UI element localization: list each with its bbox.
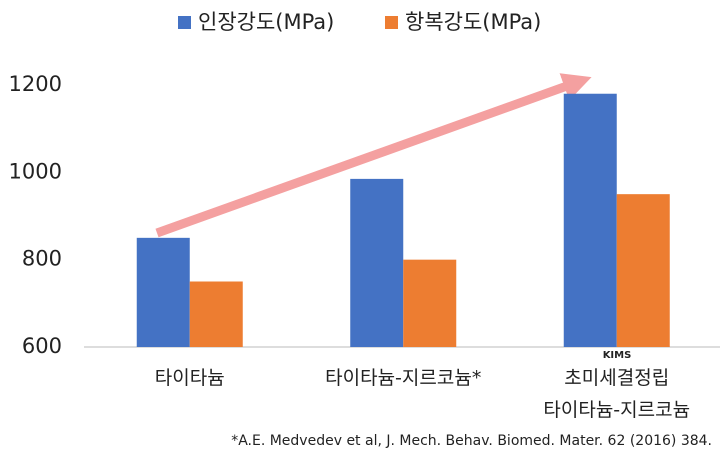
footnote: *A.E. Medvedev et al, J. Mech. Behav. Bi… xyxy=(231,433,712,449)
y-tick-label: 600 xyxy=(22,334,62,358)
y-tick-label: 800 xyxy=(22,247,62,271)
legend-label: 인장강도(MPa) xyxy=(198,10,334,34)
bar xyxy=(189,281,243,347)
x-tick-label: 타이타늄 xyxy=(154,367,225,389)
trend-arrow xyxy=(155,73,592,238)
logo: KIMS xyxy=(603,350,632,361)
bar xyxy=(403,259,457,347)
y-tick-label: 1000 xyxy=(9,159,62,183)
bar xyxy=(616,194,670,347)
bar xyxy=(136,237,190,347)
bar xyxy=(350,178,404,347)
legend-swatch xyxy=(178,16,191,29)
legend-label: 항복강도(MPa) xyxy=(405,10,541,34)
legend-swatch xyxy=(385,16,398,29)
x-tick-label: 초미세결정립 타이타늄-지르코늄 xyxy=(543,367,691,421)
x-tick-label: 타이타늄-지르코늄* xyxy=(325,367,482,389)
bar xyxy=(563,93,617,347)
y-tick-label: 1200 xyxy=(9,72,62,96)
